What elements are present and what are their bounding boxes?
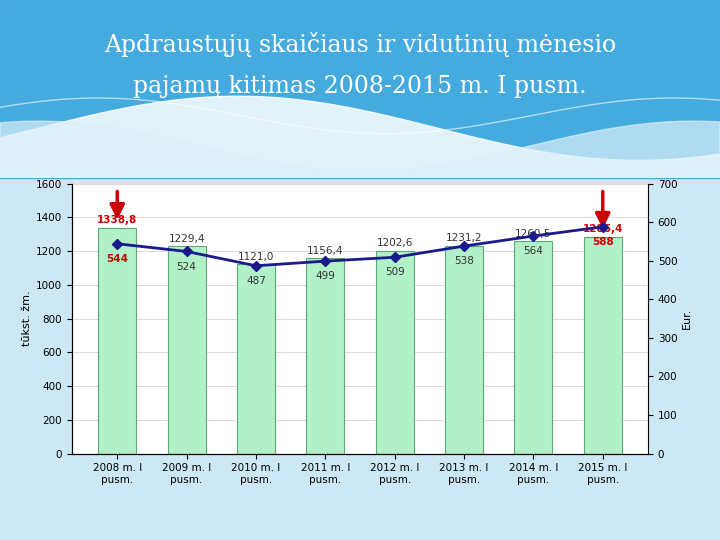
Text: 544: 544 <box>107 254 128 264</box>
Bar <box>445 246 483 454</box>
Text: Apdraustųjų skaičiaus ir vidutinių mėnesio: Apdraustųjų skaičiaus ir vidutinių mėnes… <box>104 32 616 57</box>
Text: 538: 538 <box>454 256 474 266</box>
Text: 487: 487 <box>246 276 266 286</box>
Text: 509: 509 <box>384 267 405 278</box>
Text: 1229,4: 1229,4 <box>168 234 205 244</box>
Text: 524: 524 <box>176 261 197 272</box>
Text: 1202,6: 1202,6 <box>377 238 413 248</box>
Bar <box>376 251 414 454</box>
Bar <box>306 259 344 454</box>
Bar <box>237 265 275 454</box>
Bar <box>98 228 136 454</box>
Text: 1156,4: 1156,4 <box>307 246 343 256</box>
Bar <box>514 241 552 454</box>
Text: 588: 588 <box>592 237 613 247</box>
Text: 1121,0: 1121,0 <box>238 252 274 262</box>
Text: 1338,8: 1338,8 <box>97 215 138 225</box>
Bar <box>168 246 206 454</box>
Text: 1231,2: 1231,2 <box>446 233 482 244</box>
Y-axis label: Eur.: Eur. <box>682 308 691 329</box>
Bar <box>584 237 622 454</box>
Text: 1260,5: 1260,5 <box>516 228 552 239</box>
Y-axis label: tūkst. žm.: tūkst. žm. <box>22 291 32 347</box>
Text: pajamų kitimas 2008-2015 m. I pusm.: pajamų kitimas 2008-2015 m. I pusm. <box>133 75 587 98</box>
Text: 1286,4: 1286,4 <box>582 224 623 234</box>
Text: 564: 564 <box>523 246 544 256</box>
Text: 499: 499 <box>315 271 336 281</box>
